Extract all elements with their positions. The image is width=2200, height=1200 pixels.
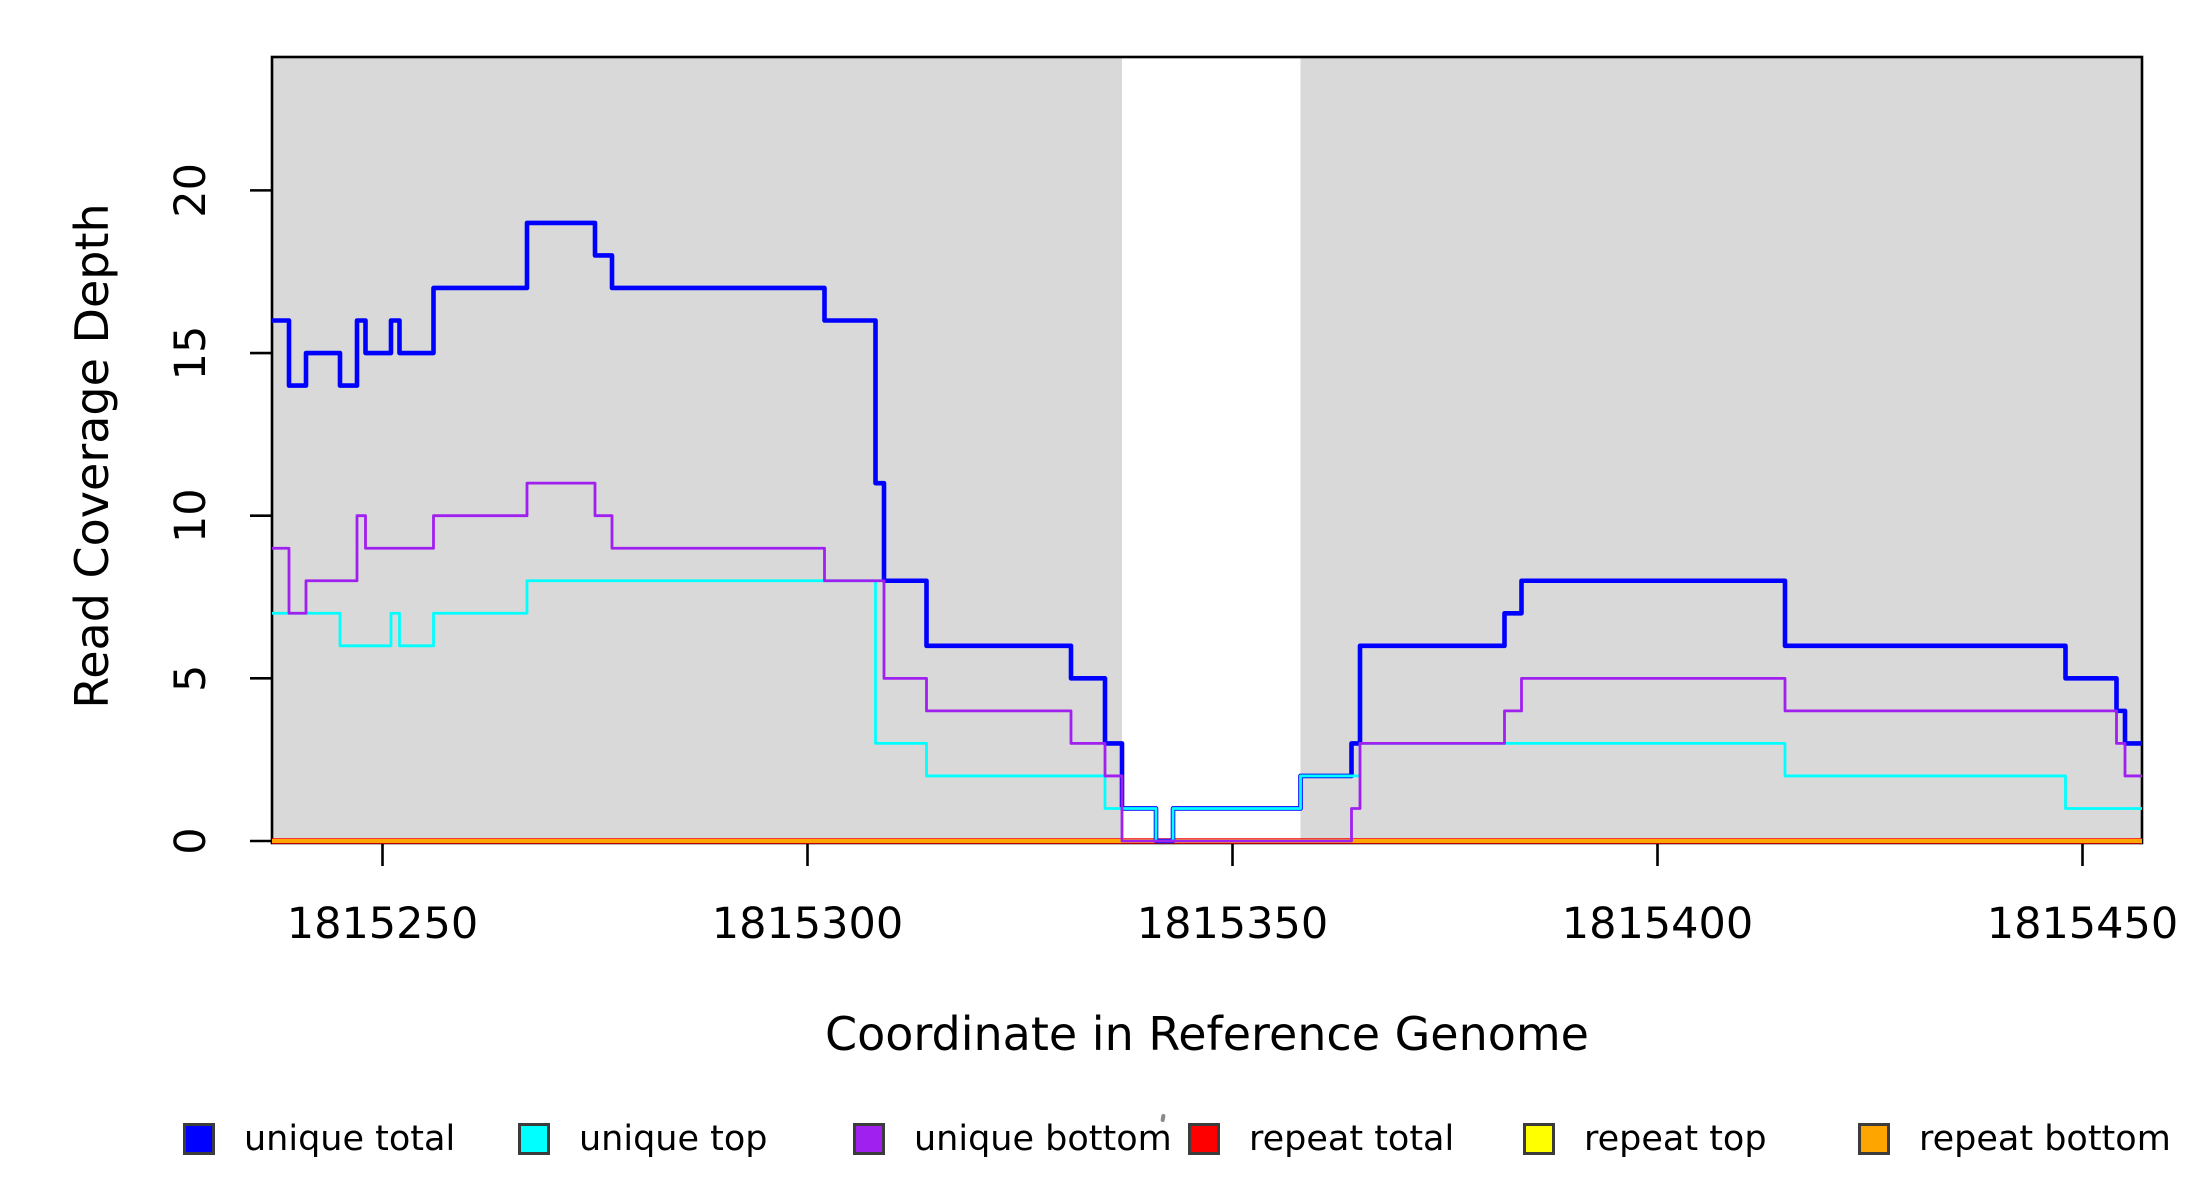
- series-line-unique-total: [272, 220, 2142, 844]
- x-tick-label: 1815350: [1137, 899, 1329, 949]
- y-tick-label: 15: [166, 326, 216, 381]
- series-line-unique-bottom: [272, 481, 2142, 843]
- x-axis-label: Coordinate in Reference Genome: [825, 1007, 1589, 1061]
- y-tick-label: 20: [166, 163, 216, 218]
- unique-region-shading: [1300, 57, 2142, 843]
- y-tick-label: 0: [166, 827, 216, 854]
- x-tick-label: 1815400: [1562, 899, 1754, 949]
- x-tick-label: 1815450: [1987, 899, 2179, 949]
- x-tick-label: 1815300: [712, 899, 904, 949]
- y-tick-label: 10: [166, 488, 216, 543]
- y-tick-label: 5: [166, 665, 216, 692]
- y-axis-label: Read Coverage Depth: [65, 203, 119, 708]
- x-tick-label: 1815250: [287, 899, 479, 949]
- unique-region-shading: [272, 57, 1122, 843]
